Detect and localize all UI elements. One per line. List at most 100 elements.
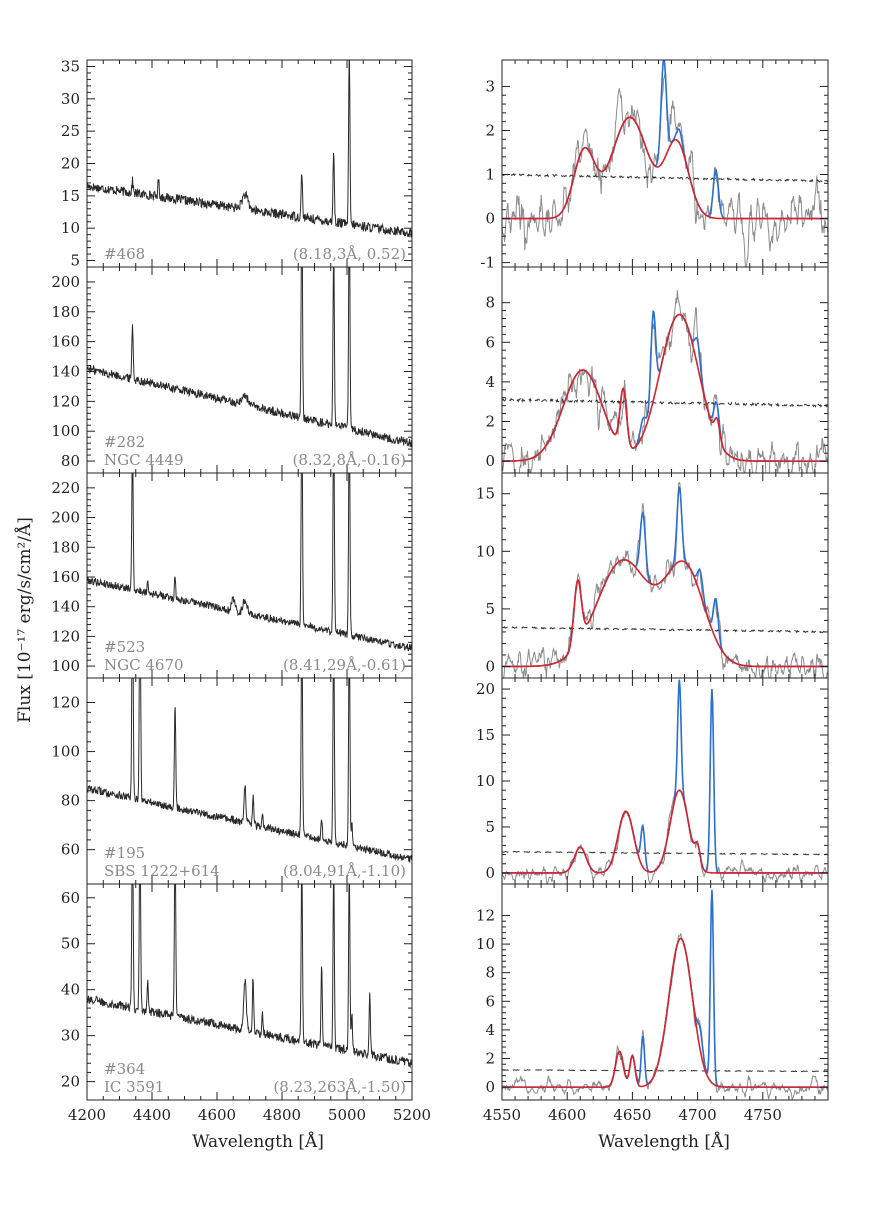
y-tick-label: 35 (61, 57, 80, 75)
right-x-axis-title: Wavelength [Å] (598, 1131, 730, 1152)
y-tick-label: 6 (485, 333, 495, 351)
broad-fit (502, 789, 828, 874)
y-tick-label: 25 (61, 122, 80, 140)
y-tick-label: 5 (485, 600, 495, 618)
x-tick-label: 4200 (68, 1106, 106, 1124)
x-tick-label: 4700 (679, 1106, 717, 1124)
y-tick-label: 2 (485, 1050, 495, 1068)
y-tick-label: 15 (476, 485, 495, 503)
x-tick-label: 4750 (744, 1106, 782, 1124)
y-tick-label: 120 (51, 392, 80, 410)
total-fit (502, 679, 828, 874)
y-tick-label: 200 (51, 509, 80, 527)
y-tick-label: 0 (485, 657, 495, 675)
y-tick-label: 60 (61, 841, 80, 859)
y-tick-label: 8 (485, 294, 495, 312)
object-id: #195 (104, 844, 145, 862)
y-tick-label: 20 (61, 155, 80, 173)
object-id: #282 (104, 433, 145, 451)
x-tick-label: 4600 (198, 1106, 236, 1124)
y-tick-label: 15 (476, 726, 495, 744)
broad-fit (502, 937, 828, 1088)
x-tick-label: 4800 (263, 1106, 301, 1124)
fit-parameters: (8.41,29Å,-0.61) (283, 656, 406, 674)
x-tick-label: 4600 (548, 1106, 586, 1124)
fit-parameters: (8.23,263Å,-1.50) (273, 1078, 406, 1096)
y-tick-label: 80 (61, 792, 80, 810)
broad-fit (502, 558, 828, 668)
broad-fit (502, 116, 828, 220)
panel-left-5: 20 30 40 50 60 4200 4400 4600 4800 5000 5200 #364IC… (61, 883, 431, 1124)
panel-right-3: 0 5 10 15 (476, 472, 829, 679)
y-tick-label: 12 (476, 906, 495, 924)
panel-right-1: -1 0 1 2 3 (480, 59, 829, 272)
y-tick-label: 200 (51, 273, 80, 291)
y-tick-label: 220 (51, 479, 80, 497)
panel-frame (501, 472, 829, 679)
panel-right-4: 0 5 10 15 20 (476, 677, 829, 885)
left-x-axis-title: Wavelength [Å] (192, 1131, 324, 1152)
y-tick-label: 20 (476, 680, 495, 698)
y-tick-label: 20 (61, 1073, 80, 1091)
y-tick-label: 0 (485, 864, 495, 882)
y-tick-label: 1 (485, 166, 495, 184)
y-tick-label: 10 (476, 542, 495, 560)
y-tick-label: 160 (51, 568, 80, 586)
observed-spectrum (502, 895, 828, 1100)
y-tick-label: 180 (51, 538, 80, 556)
panel-frame (501, 883, 829, 1101)
spectrum-line (87, 678, 412, 863)
error-spectrum (502, 626, 828, 634)
y-axis-title: Flux [10⁻¹⁷ erg/s/cm²/Å] (14, 517, 35, 723)
y-tick-label: 10 (476, 935, 495, 953)
y-tick-label: 180 (51, 303, 80, 321)
broad-fit (502, 313, 828, 462)
fit-parameters: (8.18,3Å, 0.52) (293, 245, 406, 263)
y-tick-label: 30 (61, 90, 80, 108)
object-id: #468 (104, 245, 145, 263)
x-tick-label: 4550 (483, 1106, 521, 1124)
panel-frame (501, 266, 829, 474)
panel-frame (86, 59, 413, 268)
total-fit (502, 889, 828, 1088)
panel-left-1: 5 10 15 20 25 30 35 #468 (8.18,3Å, 0.52) (61, 57, 413, 270)
observed-spectrum (502, 72, 828, 267)
y-tick-label: 10 (61, 219, 80, 237)
x-tick-label: 4650 (613, 1106, 651, 1124)
y-tick-label: 60 (61, 889, 80, 907)
observed-spectrum (502, 290, 828, 473)
y-tick-label: 100 (51, 657, 80, 675)
y-tick-label: 4 (485, 1021, 495, 1039)
y-tick-label: 10 (476, 772, 495, 790)
object-id: #523 (104, 638, 145, 656)
panel-right-2: 0 2 4 6 8 (485, 266, 829, 474)
object-name: IC 3591 (104, 1078, 164, 1096)
y-tick-label: 5 (70, 252, 80, 270)
object-name: SBS 1222+614 (104, 862, 220, 880)
spectrum-line (87, 884, 412, 1069)
y-tick-label: 40 (61, 981, 80, 999)
y-tick-label: 120 (51, 627, 80, 645)
y-tick-label: 4 (485, 373, 495, 391)
y-tick-label: 3 (485, 77, 495, 95)
error-spectrum (502, 850, 828, 856)
y-tick-label: 2 (485, 413, 495, 431)
error-spectrum (502, 172, 828, 183)
y-tick-label: 15 (61, 187, 80, 205)
x-tick-label: 4400 (133, 1106, 171, 1124)
y-tick-label: 140 (51, 362, 80, 380)
y-tick-label: 80 (61, 452, 80, 470)
y-tick-label: 0 (485, 452, 495, 470)
y-tick-label: 0 (485, 1078, 495, 1096)
x-tick-label: 5000 (328, 1106, 366, 1124)
y-tick-label: 5 (485, 818, 495, 836)
y-tick-label: 0 (485, 210, 495, 228)
y-tick-label: 140 (51, 598, 80, 616)
y-tick-label: 50 (61, 935, 80, 953)
y-tick-label: 30 (61, 1027, 80, 1045)
spectrum-line (87, 267, 412, 448)
y-tick-label: 8 (485, 964, 495, 982)
spectrum-line (87, 60, 412, 238)
